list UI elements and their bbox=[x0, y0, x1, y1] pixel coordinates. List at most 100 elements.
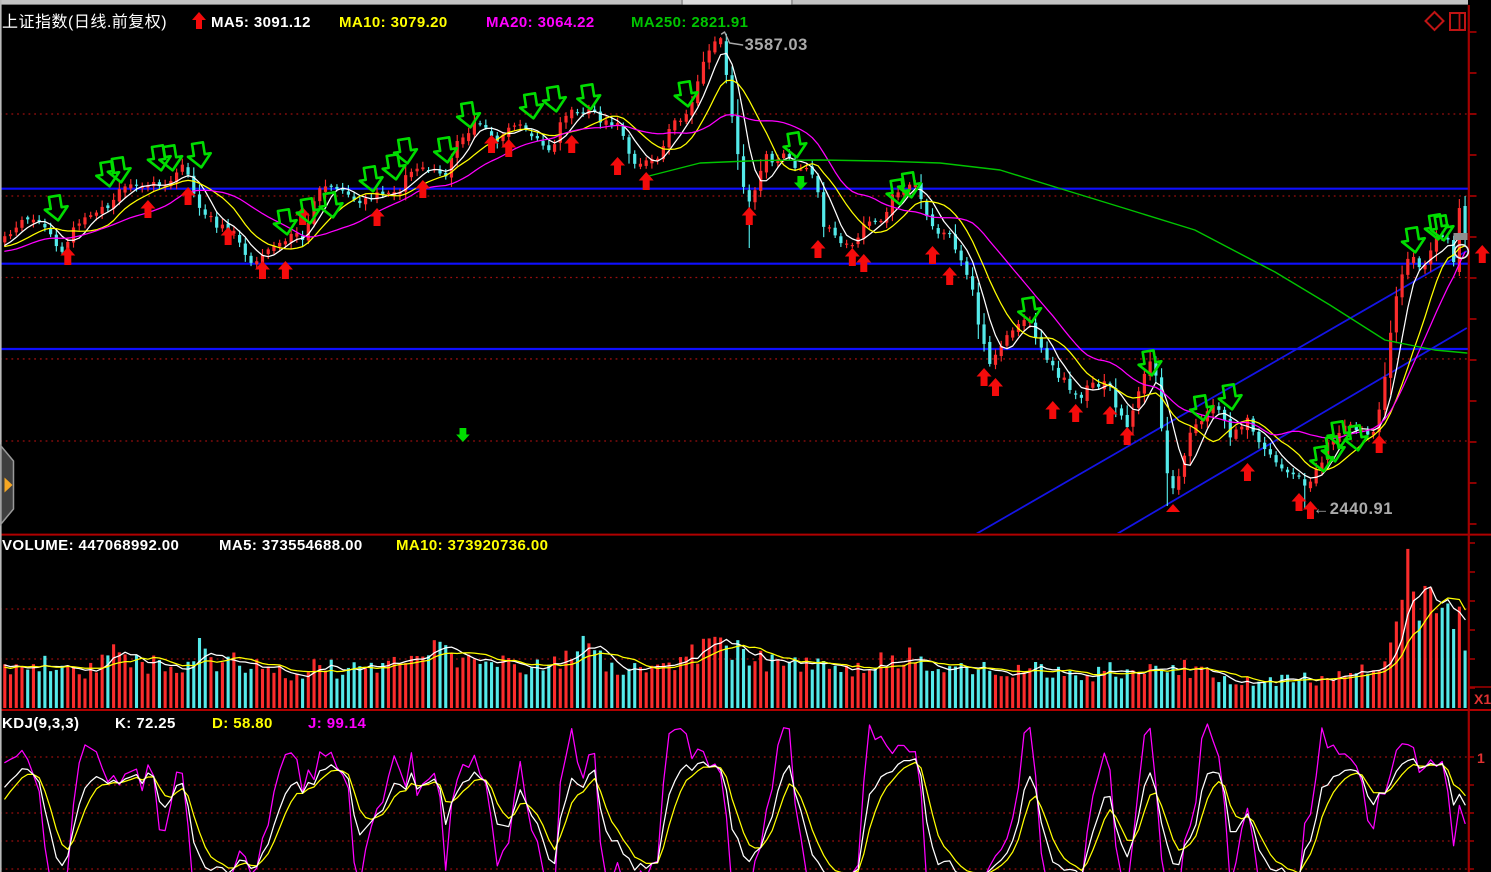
volume-bar bbox=[1263, 682, 1267, 708]
buy-signal-arrow-icon bbox=[369, 208, 385, 227]
volume-bar bbox=[392, 656, 396, 708]
volume-bar bbox=[375, 672, 379, 708]
volume-bar bbox=[719, 637, 723, 708]
sell-signal-solid-icon bbox=[793, 176, 808, 191]
candle bbox=[375, 192, 379, 200]
sell-signal-arrow-icon bbox=[381, 153, 407, 181]
volume-bar bbox=[564, 650, 568, 708]
volume-bar bbox=[988, 670, 992, 708]
split-window-icon[interactable] bbox=[1449, 12, 1466, 31]
expand-arrow-icon bbox=[4, 477, 13, 493]
candle bbox=[678, 120, 683, 122]
candle bbox=[564, 115, 568, 123]
trendline-endpoint-handle[interactable] bbox=[1453, 243, 1470, 260]
volume-bar bbox=[1297, 680, 1301, 708]
candle bbox=[713, 41, 717, 53]
sell-signal-arrow-icon bbox=[896, 170, 923, 199]
volume-bar bbox=[1343, 675, 1347, 708]
main-panel-header: 上证指数(日线.前复权) MA5: 3091.12 MA10: 3079.20 MA2… bbox=[2, 8, 748, 32]
candle bbox=[1011, 330, 1015, 338]
candle bbox=[862, 224, 866, 239]
candle bbox=[123, 186, 127, 193]
candle bbox=[770, 153, 774, 163]
volume-bar bbox=[1463, 650, 1467, 708]
candle bbox=[1411, 256, 1416, 264]
candle bbox=[444, 172, 448, 177]
axis-ticks bbox=[1468, 31, 1477, 870]
volume-bar bbox=[993, 674, 998, 708]
volume-panel bbox=[0, 548, 1468, 708]
candle bbox=[157, 182, 162, 187]
top-scrollbar-thumb[interactable] bbox=[683, 0, 791, 5]
volume-bar bbox=[1016, 664, 1020, 708]
volume-bar bbox=[879, 652, 883, 708]
volume-bar bbox=[341, 674, 345, 708]
volume-bar bbox=[512, 664, 517, 708]
candle bbox=[833, 227, 837, 236]
buy-signal-arrow-icon bbox=[942, 267, 958, 286]
volume-bar bbox=[1377, 670, 1381, 708]
volume-bar bbox=[60, 665, 64, 708]
volume-bar bbox=[736, 640, 740, 708]
volume-bar bbox=[117, 652, 121, 708]
volume-bar bbox=[656, 664, 660, 708]
candle bbox=[1171, 476, 1175, 489]
volume-bar bbox=[507, 658, 511, 708]
candle bbox=[3, 236, 7, 243]
volume-bar bbox=[1452, 628, 1456, 708]
volume-bar bbox=[1440, 607, 1444, 708]
candle bbox=[1314, 469, 1318, 484]
candle bbox=[879, 220, 883, 223]
candle bbox=[1039, 336, 1043, 348]
sell-signal-arrow-icon bbox=[885, 177, 911, 206]
candle bbox=[43, 223, 47, 228]
trendline[interactable] bbox=[975, 250, 1468, 534]
volume-bar bbox=[1326, 678, 1330, 708]
volume-bar bbox=[157, 660, 161, 708]
volume-bar bbox=[1188, 677, 1192, 708]
volume-bar bbox=[449, 653, 454, 708]
volume-bar bbox=[283, 678, 287, 708]
sell-signal-arrow-icon bbox=[518, 92, 545, 120]
volume-bar bbox=[1005, 676, 1009, 708]
candle bbox=[1446, 238, 1450, 240]
buy-signal-arrow-icon bbox=[1239, 462, 1255, 481]
volume-bar bbox=[535, 659, 539, 708]
diamond-icon[interactable] bbox=[1424, 10, 1445, 32]
candle bbox=[1217, 406, 1221, 410]
low-triangle-icon bbox=[1166, 504, 1181, 513]
peak-price-annotation: 3587.03 bbox=[745, 36, 808, 54]
trendlines bbox=[975, 250, 1468, 534]
candle bbox=[1452, 240, 1456, 263]
candle bbox=[736, 115, 740, 155]
sell-signal-solid-icon bbox=[456, 427, 470, 442]
candle bbox=[667, 128, 671, 148]
candle bbox=[1079, 394, 1084, 398]
buy-signal-arrow-icon bbox=[1474, 244, 1490, 263]
sell-signal-arrow-icon bbox=[186, 141, 213, 169]
volume-bar bbox=[1177, 674, 1181, 708]
buy-signal-arrow-icon bbox=[810, 240, 826, 259]
candle bbox=[518, 124, 522, 126]
candle bbox=[295, 233, 299, 237]
volume-bar bbox=[66, 665, 70, 708]
volume-bar bbox=[942, 672, 946, 708]
candle bbox=[1085, 385, 1089, 401]
volume-ma10-line bbox=[4, 597, 1466, 683]
candle bbox=[936, 228, 940, 234]
candle bbox=[1394, 296, 1398, 333]
ma5-line bbox=[4, 52, 1466, 479]
candle bbox=[644, 160, 648, 166]
volume-bar bbox=[404, 663, 408, 708]
volume-bar bbox=[1245, 676, 1250, 708]
volume-bar bbox=[1074, 675, 1078, 708]
volume-bar bbox=[615, 674, 620, 708]
candle bbox=[965, 261, 969, 275]
volume-bar bbox=[1056, 666, 1061, 708]
volume-bar bbox=[816, 658, 820, 708]
volume-bar bbox=[1114, 676, 1118, 708]
candle bbox=[1457, 208, 1461, 272]
sell-signal-arrow-icon bbox=[432, 135, 459, 164]
candle bbox=[684, 114, 688, 122]
